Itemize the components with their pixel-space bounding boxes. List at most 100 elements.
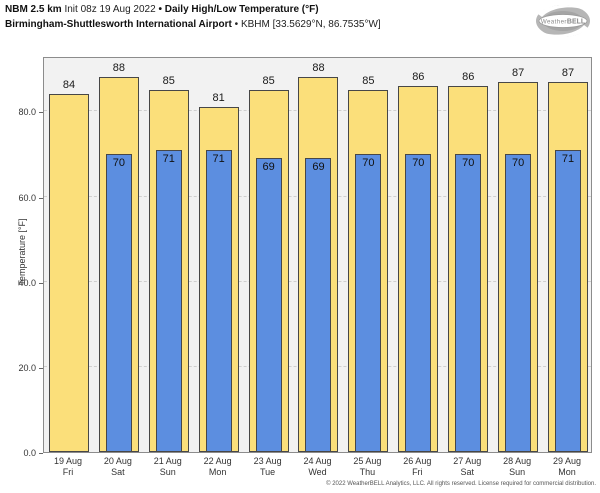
x-tick-weekday: Fri: [412, 467, 423, 477]
day-column: 85 71: [144, 58, 194, 452]
x-tick-weekday: Sat: [111, 467, 125, 477]
x-tick-weekday: Mon: [558, 467, 576, 477]
x-tick-label: 29 Aug Mon: [542, 456, 592, 478]
high-value-label: 87: [512, 66, 525, 79]
x-tick-date: 19 Aug: [53, 456, 82, 466]
day-column: 87 70: [493, 58, 543, 452]
high-value-label: 85: [162, 75, 175, 88]
init-time: Init 08z 19 Aug 2022: [64, 4, 156, 15]
low-value-label: 69: [312, 161, 325, 174]
low-value-label: 71: [162, 152, 175, 165]
x-tick-weekday: Sun: [159, 467, 176, 477]
logo-text: WeatherBELL: [541, 19, 586, 26]
low-value-label: 70: [112, 156, 125, 169]
x-tick-label: 24 Aug Wed: [293, 456, 343, 478]
y-tick-mark: [39, 453, 43, 454]
x-tick-date: 27 Aug: [453, 456, 482, 466]
x-tick-label: 23 Aug Tue: [243, 456, 293, 478]
high-value-label: 81: [212, 92, 225, 105]
copyright-notice: © 2022 WeatherBELL Analytics, LLC. All r…: [326, 481, 596, 487]
x-tick-weekday: Sun: [509, 467, 526, 477]
x-tick-label: 20 Aug Sat: [93, 456, 143, 478]
title-bullet: •: [158, 4, 162, 15]
chart-subtitle: Birmingham-Shuttlesworth International A…: [5, 19, 381, 30]
weatherbell-logo: WeatherBELL: [536, 4, 590, 38]
station-name: Birmingham-Shuttlesworth International A…: [5, 19, 232, 30]
high-value-label: 84: [62, 79, 76, 92]
x-tick-label: 28 Aug Sun: [492, 456, 542, 478]
low-value-label: 71: [561, 152, 575, 165]
x-tick-date: 28 Aug: [503, 456, 532, 466]
high-value-label: 88: [312, 62, 325, 75]
plot-area: 84 88 70 85 71 81 71 85 69 88 69 85 70 86 70 86 70 87 70 87…: [43, 57, 592, 453]
x-tick-date: 23 Aug: [253, 456, 282, 466]
y-tick-label: 0.0: [23, 448, 36, 458]
day-column: 86 70: [443, 58, 493, 452]
x-tick-weekday: Sat: [460, 467, 474, 477]
x-tick-label: 22 Aug Mon: [193, 456, 243, 478]
day-column: 81 71: [194, 58, 244, 452]
x-tick-weekday: Tue: [259, 467, 276, 477]
low-bar: 70: [505, 153, 532, 452]
x-tick-date: 20 Aug: [103, 456, 132, 466]
day-column: 85 69: [244, 58, 294, 452]
x-tick-weekday: Fri: [62, 467, 74, 477]
x-tick-label: 27 Aug Sat: [442, 456, 492, 478]
low-value-label: 71: [212, 152, 225, 165]
x-tick-label: 21 Aug Sun: [143, 456, 193, 478]
swirl-icon: [536, 4, 590, 38]
x-tick-date: 26 Aug: [403, 456, 432, 466]
low-bar: 70: [455, 153, 482, 452]
low-value-label: 70: [412, 156, 425, 169]
y-tick-mark: [39, 197, 43, 199]
low-bar: 70: [355, 153, 382, 452]
model-name: NBM 2.5 km: [5, 4, 62, 15]
low-bar: 71: [155, 149, 182, 452]
day-column: 87 71: [543, 58, 593, 452]
y-tick-label: 20.0: [18, 362, 36, 373]
x-tick-date: 29 Aug: [553, 456, 582, 466]
high-value-label: 85: [362, 75, 375, 88]
day-column: 88 69: [294, 58, 344, 452]
low-bar: 71: [205, 149, 232, 452]
low-bar: 70: [105, 153, 132, 452]
x-tick-weekday: Wed: [308, 467, 327, 477]
x-tick-label: 19 Aug Fri: [43, 456, 93, 478]
day-column: 84: [44, 58, 94, 452]
high-value-label: 86: [462, 70, 475, 83]
subtitle-bullet: •: [234, 19, 239, 30]
high-value-label: 87: [561, 66, 575, 79]
high-value-label: 85: [262, 75, 275, 88]
high-value-label: 88: [112, 62, 125, 75]
day-column: 86 70: [393, 58, 443, 452]
day-column: 88 70: [94, 58, 144, 452]
low-bar: 69: [255, 158, 282, 452]
product-name: Daily High/Low Temperature (°F): [164, 4, 319, 15]
x-tick-weekday: Mon: [208, 467, 227, 477]
x-tick-label: 25 Aug Thu: [342, 456, 392, 478]
low-bar: 70: [405, 153, 432, 452]
x-tick-date: 21 Aug: [153, 456, 182, 466]
y-tick-mark: [39, 282, 43, 284]
y-tick-mark: [39, 367, 43, 369]
low-bar: 69: [305, 158, 332, 452]
day-column: 85 70: [343, 58, 393, 452]
y-tick-label: 40.0: [18, 277, 36, 288]
high-value-label: 86: [412, 70, 425, 83]
chart-title: NBM 2.5 km Init 08z 19 Aug 2022 • Daily …: [5, 4, 319, 15]
high-bar: [48, 94, 89, 452]
low-value-label: 70: [512, 156, 525, 169]
low-value-label: 70: [462, 156, 475, 169]
x-tick-date: 25 Aug: [353, 456, 382, 466]
x-tick-weekday: Thu: [359, 467, 376, 477]
x-tick-label: 26 Aug Fri: [392, 456, 442, 478]
station-meta: KBHM [33.5629°N, 86.7535°W]: [240, 19, 381, 30]
x-tick-date: 22 Aug: [203, 456, 232, 466]
y-tick-label: 60.0: [18, 192, 36, 203]
low-bar: 71: [555, 149, 582, 452]
y-tick-mark: [39, 112, 43, 114]
low-value-label: 70: [362, 156, 375, 169]
x-tick-date: 24 Aug: [303, 456, 332, 466]
low-value-label: 69: [262, 161, 275, 174]
